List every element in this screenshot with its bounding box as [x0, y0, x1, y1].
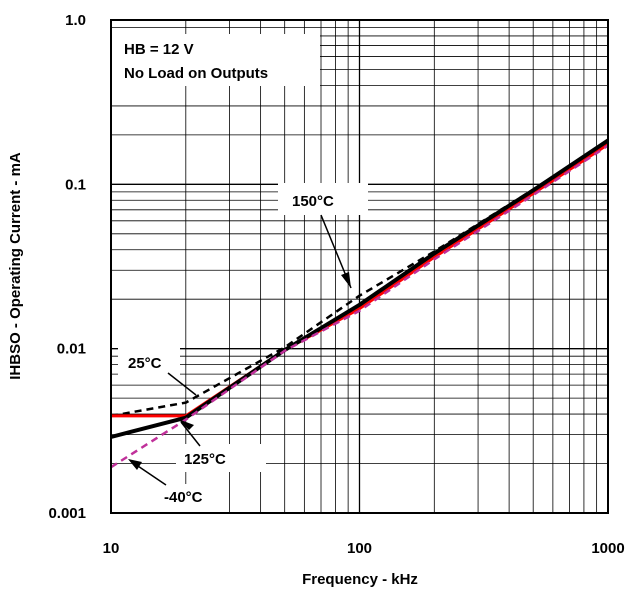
series-line-2 — [110, 138, 610, 439]
x-tick-label: 100 — [347, 540, 372, 557]
series-group — [110, 138, 610, 469]
arrowhead-125c — [178, 419, 194, 430]
y-axis-title: IHBSO - Operating Current - mA — [7, 152, 24, 380]
conditions-box: HB = 12 V No Load on Outputs — [112, 34, 320, 86]
x-tick-label: 1000 — [591, 540, 624, 557]
grid — [111, 20, 608, 513]
label-bg-125c — [176, 444, 266, 472]
x-axis-title: Frequency - kHz — [302, 571, 418, 588]
y-tick-label: 0.001 — [48, 505, 86, 522]
y-tick-label: 0.01 — [57, 341, 86, 358]
condition-line-1: HB = 12 V — [124, 41, 194, 58]
arrowhead-m40c — [128, 459, 142, 470]
y-tick-label: 1.0 — [65, 12, 86, 29]
label-bg-m40c — [156, 484, 220, 512]
series-line-3 — [110, 144, 609, 469]
label-bg-150c — [278, 183, 368, 215]
label-bg-25c — [118, 347, 180, 375]
label-m40c: -40°C — [164, 489, 203, 506]
arrow-125c — [180, 421, 201, 447]
arrow-25c — [167, 372, 197, 396]
plot-frame — [110, 19, 609, 514]
annotations: 150°C 25°C 125°C -40°C — [118, 183, 368, 512]
label-125c: 125°C — [184, 451, 226, 468]
arrowhead-150c — [341, 272, 351, 288]
label-150c: 150°C — [292, 193, 334, 210]
condition-line-2: No Load on Outputs — [124, 65, 268, 82]
x-tick-label: 10 — [103, 540, 120, 557]
y-tick-label: 0.1 — [65, 176, 86, 193]
label-25c: 25°C — [128, 355, 162, 372]
tick-labels: 10 100 1000 0.001 0.01 0.1 1.0 — [48, 12, 624, 557]
